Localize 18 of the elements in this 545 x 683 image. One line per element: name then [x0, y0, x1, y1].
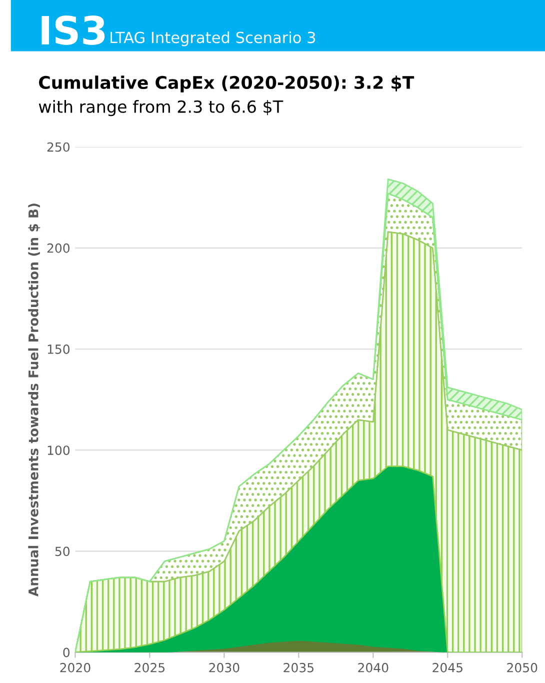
chart-subtitle: with range from 2.3 to 6.6 $T: [38, 100, 284, 116]
x-tick-label: 2035: [284, 662, 314, 672]
y-tick-label: 200: [47, 243, 70, 253]
y-axis-title: Annual Investments towards Fuel Production (in $ B): [28, 204, 40, 597]
text: LTAG Integrated Scenario 3: [110, 31, 316, 46]
text: IS3: [42, 16, 105, 45]
x-tick-label: 2050: [507, 662, 538, 672]
x-tick-label: 2040: [358, 662, 388, 672]
y-tick-label: 150: [48, 344, 70, 354]
y-tick-label: 250: [47, 142, 70, 152]
x-tick-label: 2045: [432, 662, 462, 672]
x-tick-label: 2030: [209, 662, 240, 672]
y-tick-label: 100: [48, 446, 70, 456]
chart-title: Cumulative CapEx (2020-2050): 3.2 $T: [39, 76, 414, 92]
x-tick-label: 2020: [60, 662, 90, 672]
y-tick-label: 0: [63, 648, 70, 658]
x-tick-label: 2025: [134, 662, 165, 672]
y-tick-label: 50: [55, 546, 70, 556]
